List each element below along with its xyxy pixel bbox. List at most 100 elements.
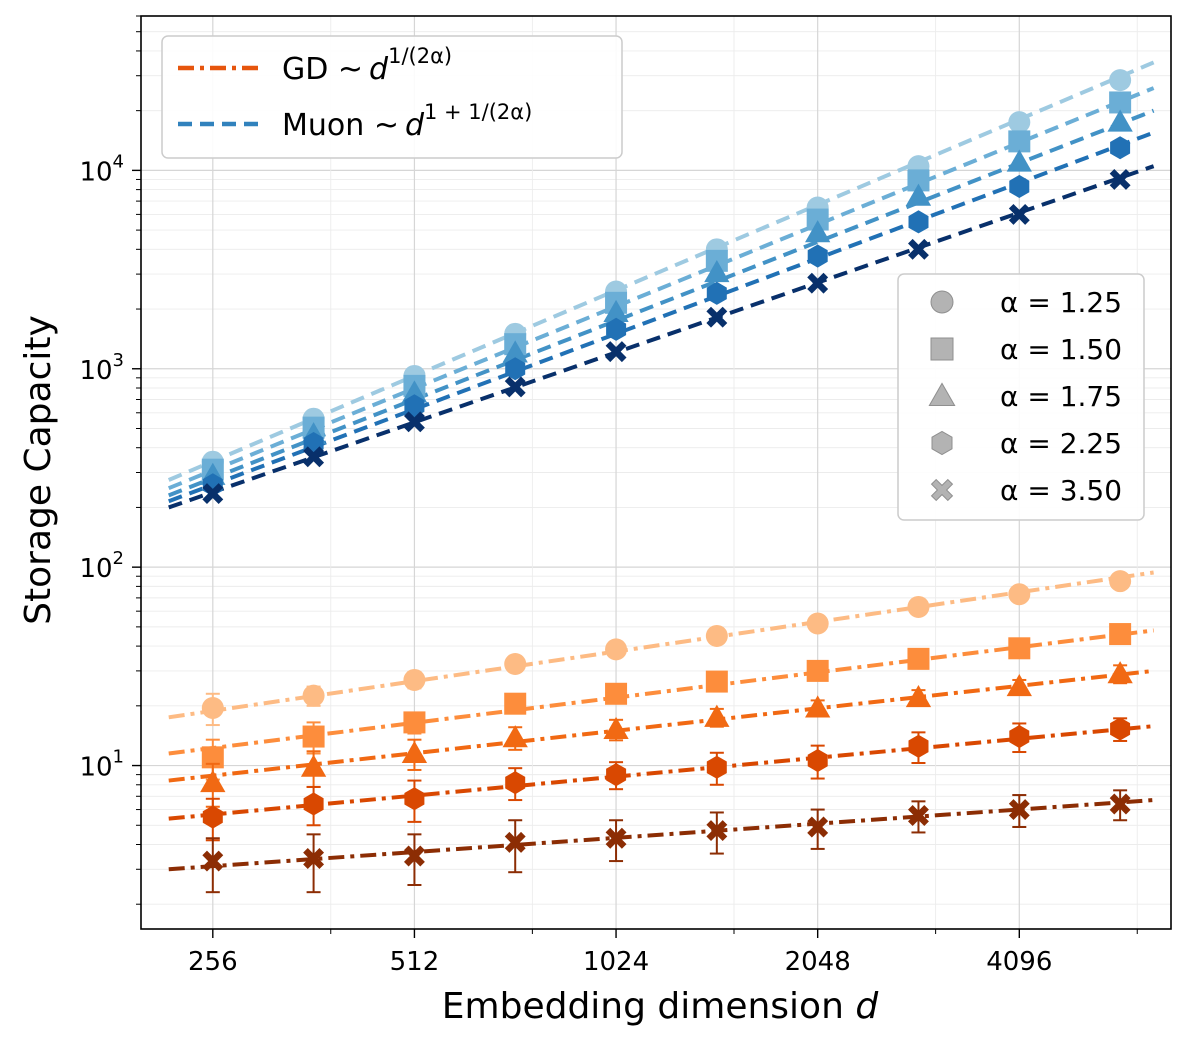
- x-tick-label: 4096: [986, 947, 1052, 977]
- data-point-gd: [605, 827, 627, 849]
- alpha-legend-label: α = 1.25: [1000, 286, 1122, 319]
- data-point-muon: [502, 340, 528, 363]
- data-point-gd: [907, 595, 930, 618]
- data-point-gd: [805, 695, 831, 718]
- data-point-muon: [1110, 136, 1131, 160]
- data-point-gd: [202, 805, 223, 829]
- x-axis-label: Embedding dimension d: [442, 986, 880, 1027]
- data-point-gd: [905, 684, 932, 708]
- data-point-muon: [1008, 111, 1031, 134]
- alpha-legend-marker-x: [930, 478, 954, 502]
- data-point-muon: [907, 169, 930, 192]
- y-axis-label: Storage Capacity: [18, 315, 59, 625]
- y-tick-label: 102: [79, 548, 124, 584]
- data-point-gd: [706, 755, 727, 779]
- data-point-gd: [1008, 799, 1030, 821]
- data-point-muon: [504, 376, 526, 398]
- data-point-gd: [807, 749, 828, 773]
- data-point-muon: [704, 260, 730, 283]
- data-point-gd: [907, 647, 930, 670]
- data-point-gd: [202, 850, 224, 872]
- data-point-gd: [505, 771, 526, 795]
- scaling-base: d: [369, 52, 389, 87]
- data-point-gd: [403, 711, 426, 734]
- data-point-gd: [302, 684, 325, 707]
- alpha-legend-box: [897, 273, 1145, 521]
- y-tick-label: 103: [79, 350, 124, 386]
- data-point-muon: [403, 411, 425, 433]
- alpha-legend-label: α = 1.75: [1000, 380, 1122, 413]
- data-point-gd: [300, 754, 327, 777]
- data-point-muon: [706, 281, 727, 305]
- fit-line-gd-alpha-1-25: [168, 570, 1154, 720]
- data-point-gd: [403, 668, 426, 691]
- data-point-muon: [401, 380, 428, 403]
- data-point-gd: [1009, 725, 1030, 749]
- data-point-muon: [1009, 174, 1030, 198]
- data-point-gd: [706, 820, 728, 842]
- scaling-base: d: [405, 108, 425, 143]
- data-point-gd: [603, 716, 629, 739]
- method-name: GD: [282, 52, 338, 87]
- data-point-muon: [1109, 91, 1132, 114]
- method-name: Muon: [282, 108, 374, 143]
- alpha-legend-label: α = 2.25: [1000, 427, 1122, 460]
- data-point-gd: [806, 612, 829, 635]
- data-point-muon: [202, 483, 224, 504]
- y-tick-base: 10: [79, 157, 112, 187]
- y-tick-exponent: 3: [113, 350, 124, 371]
- data-point-gd: [302, 725, 325, 748]
- data-point-gd: [201, 697, 224, 720]
- data-points: [200, 69, 1133, 894]
- alpha-legend-marker-triangle: [928, 382, 956, 406]
- fit-line-muon-alpha-3-5: [168, 164, 1155, 510]
- scaling-prefix: ~: [338, 52, 363, 87]
- data-point-muon: [908, 210, 929, 234]
- alpha-legend-label: α = 1.50: [1000, 333, 1122, 366]
- y-tick-exponent: 2: [113, 548, 124, 569]
- data-point-gd: [502, 725, 528, 748]
- data-point-gd: [807, 816, 829, 838]
- alpha-legend-marker-hexagon: [931, 430, 953, 456]
- data-point-gd: [1107, 661, 1133, 684]
- data-point-gd: [704, 704, 730, 727]
- data-point-muon: [1006, 149, 1032, 172]
- data-point-muon: [1008, 203, 1030, 225]
- data-point-muon: [807, 244, 828, 268]
- data-point-gd: [705, 624, 728, 647]
- data-point-muon: [404, 394, 425, 418]
- fit-lines: [167, 60, 1155, 872]
- x-tick-label: 512: [390, 947, 440, 977]
- data-point-muon: [1109, 69, 1132, 92]
- x-tick-label: 2048: [785, 947, 851, 977]
- fit-line-gd-alpha-1-5: [168, 628, 1154, 756]
- data-point-gd: [705, 670, 728, 693]
- y-tick-base: 10: [79, 356, 112, 386]
- x-tick-label: 256: [188, 947, 238, 977]
- data-point-gd: [908, 805, 929, 826]
- y-tick-exponent: 4: [113, 151, 124, 172]
- y-tick-base: 10: [79, 554, 112, 584]
- data-point-gd: [908, 734, 929, 758]
- data-point-gd: [1109, 570, 1132, 593]
- data-point-muon: [505, 357, 526, 381]
- data-point-gd: [1008, 583, 1031, 606]
- data-point-gd: [605, 638, 628, 661]
- data-point-muon: [603, 299, 629, 323]
- data-point-gd: [303, 792, 324, 816]
- x-tick-label: 1024: [583, 947, 649, 977]
- data-point-muon: [1008, 130, 1031, 153]
- data-point-muon: [606, 317, 627, 341]
- data-point-muon: [1109, 169, 1131, 190]
- method-legend-box: [161, 35, 623, 159]
- fit-line-muon-alpha-1-25: [167, 60, 1155, 482]
- data-point-gd: [1109, 623, 1132, 646]
- data-point-muon: [605, 341, 627, 363]
- data-point-muon: [807, 272, 829, 294]
- y-tick-label: 104: [79, 151, 124, 187]
- data-point-gd: [1006, 673, 1032, 697]
- alpha-legend: α = 1.25 α = 1.50 α = 1.75 α = 2.25 α = 3.50: [897, 273, 1145, 521]
- method-legend-label-muon: Muon ~ d1 + 1/(2α): [282, 100, 532, 143]
- data-point-gd: [403, 845, 425, 867]
